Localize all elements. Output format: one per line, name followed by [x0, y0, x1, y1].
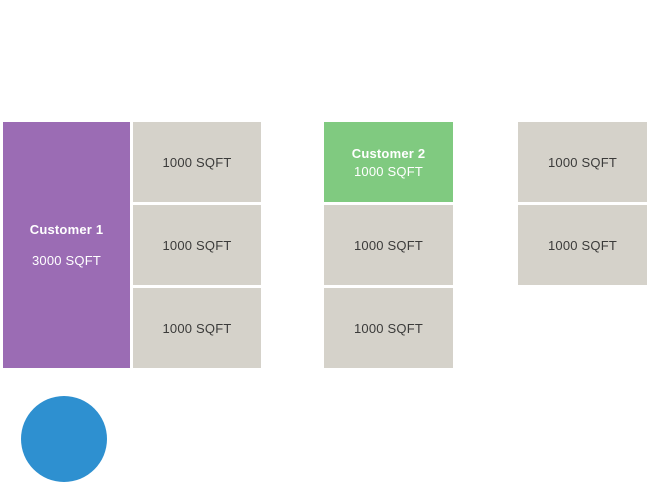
unit-block[interactable]: 1000 SQFT: [324, 205, 453, 285]
customer1-name: Customer 1: [29, 222, 104, 237]
unit-label: 1000 SQFT: [162, 154, 232, 170]
customer1-block[interactable]: Customer 1 3000 SQFT: [3, 122, 130, 368]
blue-circle-marker[interactable]: [21, 396, 107, 482]
unit-label: 1000 SQFT: [162, 320, 232, 336]
unit-block[interactable]: 1000 SQFT: [518, 122, 647, 202]
unit-block[interactable]: 1000 SQFT: [324, 288, 453, 368]
unit-label: 1000 SQFT: [162, 237, 232, 253]
unit-label: 1000 SQFT: [548, 237, 617, 253]
customer2-name: Customer 2: [351, 145, 426, 161]
unit-label: 1000 SQFT: [548, 154, 617, 170]
unit-block[interactable]: 1000 SQFT: [518, 205, 647, 285]
customer1-size: 3000 SQFT: [32, 253, 101, 268]
unit-label: 1000 SQFT: [354, 237, 423, 253]
unit-block[interactable]: 1000 SQFT: [133, 122, 261, 202]
unit-label: 1000 SQFT: [354, 320, 423, 336]
customer2-block[interactable]: Customer 2 1000 SQFT: [324, 122, 453, 202]
unit-block[interactable]: 1000 SQFT: [133, 205, 261, 285]
customer2-size: 1000 SQFT: [354, 163, 423, 179]
unit-block[interactable]: 1000 SQFT: [133, 288, 261, 368]
